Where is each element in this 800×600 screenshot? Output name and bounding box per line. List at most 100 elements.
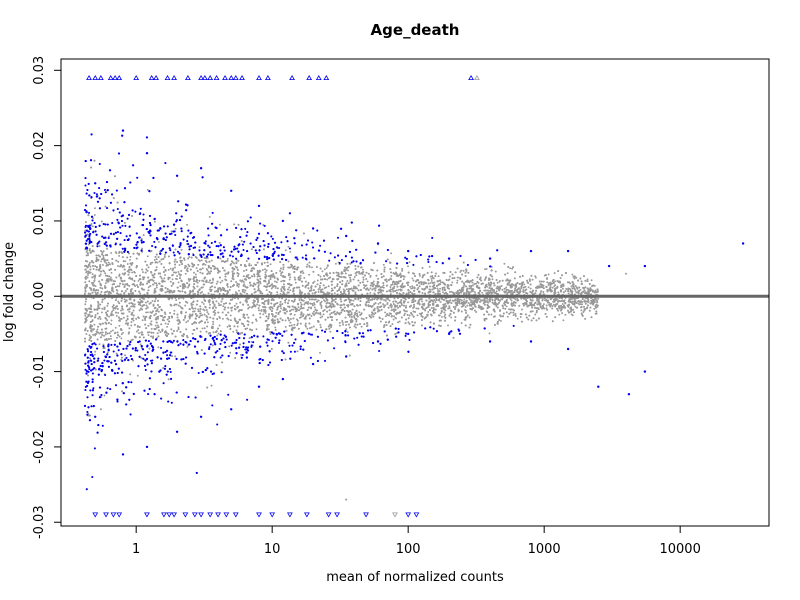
- data-point: [323, 292, 326, 295]
- data-point: [139, 304, 142, 307]
- data-point: [429, 285, 431, 288]
- data-point: [154, 261, 157, 264]
- data-point: [174, 266, 176, 269]
- data-point: [479, 300, 482, 303]
- data-point: [564, 290, 567, 293]
- data-point: [267, 315, 270, 318]
- data-point: [389, 293, 392, 296]
- data-point: [211, 297, 214, 300]
- data-point: [400, 303, 403, 306]
- data-point: [306, 327, 309, 330]
- data-point: [118, 254, 121, 257]
- data-point: [198, 246, 201, 249]
- data-point: [435, 297, 438, 300]
- data-point: [342, 323, 345, 326]
- data-point: [210, 270, 213, 273]
- data-point: [569, 282, 572, 285]
- data-point: [146, 188, 149, 191]
- data-point: [151, 261, 154, 264]
- data-point: [480, 299, 483, 302]
- data-point: [579, 288, 582, 291]
- data-point: [262, 313, 265, 316]
- data-point: [199, 271, 202, 274]
- data-point: [308, 298, 311, 301]
- data-point: [167, 268, 170, 271]
- data-point: [377, 302, 380, 305]
- data-point: [157, 346, 160, 349]
- data-point: [121, 266, 124, 269]
- data-point: [289, 250, 292, 253]
- data-point: [199, 312, 202, 315]
- data-point: [147, 286, 150, 289]
- data-point: [369, 287, 372, 290]
- data-point: [334, 262, 337, 265]
- data-point: [207, 313, 210, 316]
- data-point: [131, 277, 133, 280]
- data-point: [483, 279, 486, 281]
- data-point: [310, 315, 313, 317]
- data-point: [111, 329, 114, 332]
- data-point: [150, 320, 153, 323]
- data-point: [567, 311, 570, 314]
- data-point: [279, 317, 282, 320]
- data-point: [496, 281, 499, 284]
- data-point: [84, 314, 87, 317]
- data-point: [146, 311, 149, 314]
- data-point: [287, 266, 290, 269]
- data-point: [392, 318, 395, 321]
- data-point: [429, 281, 432, 284]
- data-point: [243, 270, 245, 272]
- data-point: [330, 312, 333, 315]
- data-point: [421, 319, 423, 321]
- data-point: [147, 334, 150, 337]
- data-point: [486, 311, 489, 314]
- data-point: [296, 324, 299, 327]
- data-point: [313, 303, 316, 306]
- data-point: [266, 283, 269, 286]
- data-point: [546, 281, 549, 284]
- data-point: [578, 303, 581, 306]
- data-point: [395, 317, 398, 320]
- data-point: [306, 263, 309, 266]
- data-point: [125, 283, 128, 286]
- data-point: [244, 289, 247, 292]
- data-point: [146, 269, 149, 272]
- data-point: [320, 300, 323, 303]
- data-point: [509, 284, 512, 287]
- data-point: [246, 286, 248, 289]
- data-point: [101, 307, 104, 310]
- data-point: [521, 308, 523, 311]
- data-point: [222, 305, 225, 308]
- data-point: [117, 300, 120, 303]
- data-point: [164, 274, 166, 276]
- data-point: [201, 327, 204, 330]
- data-point: [103, 285, 106, 287]
- data-point: [226, 285, 229, 288]
- data-point: [299, 316, 302, 319]
- data-point: [396, 304, 399, 307]
- data-point: [177, 281, 180, 284]
- data-point: [340, 304, 343, 307]
- data-point: [271, 315, 274, 318]
- data-point: [123, 273, 126, 276]
- data-point: [547, 273, 550, 276]
- data-point: [269, 333, 272, 336]
- data-point: [413, 292, 416, 295]
- data-point: [560, 284, 563, 287]
- data-point: [154, 324, 157, 327]
- data-point: [516, 317, 519, 320]
- data-point: [480, 283, 483, 285]
- data-point: [208, 288, 211, 291]
- data-point: [111, 310, 114, 313]
- data-point: [91, 291, 94, 294]
- data-point: [250, 340, 253, 343]
- data-point: [573, 288, 576, 291]
- data-point: [305, 325, 307, 328]
- data-point: [484, 268, 487, 271]
- data-point: [562, 284, 565, 287]
- data-point: [317, 291, 320, 293]
- data-point: [464, 306, 467, 308]
- data-point: [383, 268, 386, 271]
- data-point: [586, 278, 589, 281]
- data-point: [572, 282, 575, 285]
